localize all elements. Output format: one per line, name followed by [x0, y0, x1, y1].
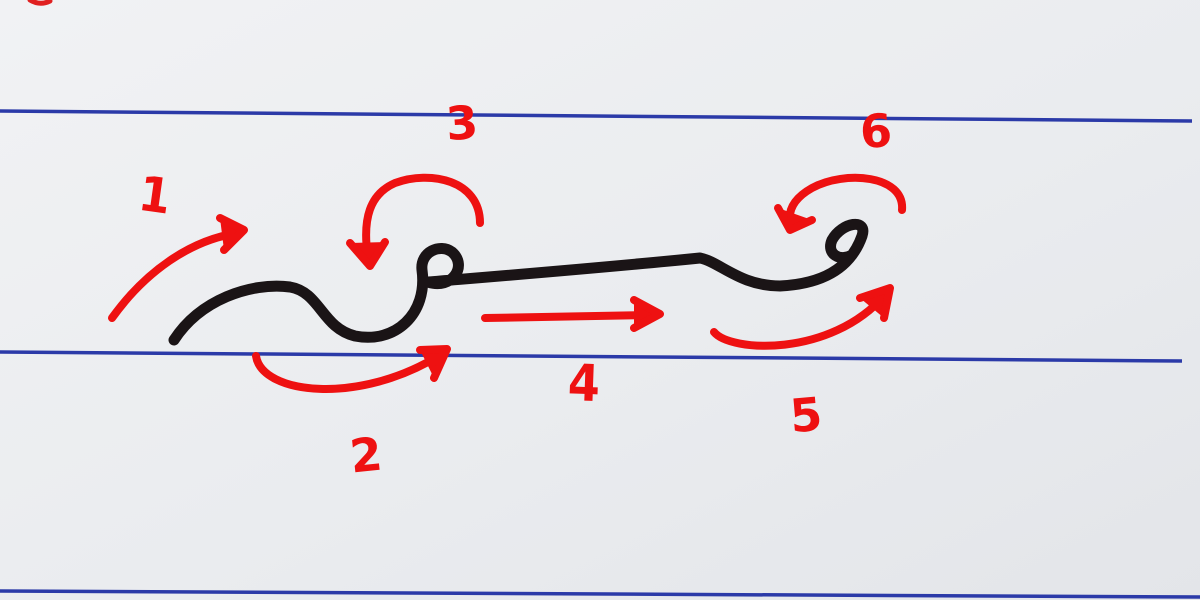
arrow-step-3: [346, 173, 484, 270]
rule-line-bottom: [0, 589, 1200, 599]
calligraphy-stroke: [168, 218, 869, 346]
arrow-step-4: [481, 296, 664, 332]
step-number-1: 1: [135, 164, 175, 226]
arrow-step-2: [252, 345, 451, 393]
step-number-2: 2: [347, 426, 385, 484]
rule-line-middle: [0, 350, 1183, 363]
step-number-3: 3: [444, 94, 480, 152]
step-number-6: 6: [858, 103, 894, 159]
arrow-step-5: [710, 284, 894, 350]
step-number-5: 5: [787, 386, 825, 444]
step-number-4: 4: [566, 352, 602, 414]
arrow-step-1: [108, 214, 248, 322]
margin-mark: [27, 0, 53, 6]
arrow-step-6: [774, 173, 907, 234]
rule-line-top: [0, 109, 1193, 123]
